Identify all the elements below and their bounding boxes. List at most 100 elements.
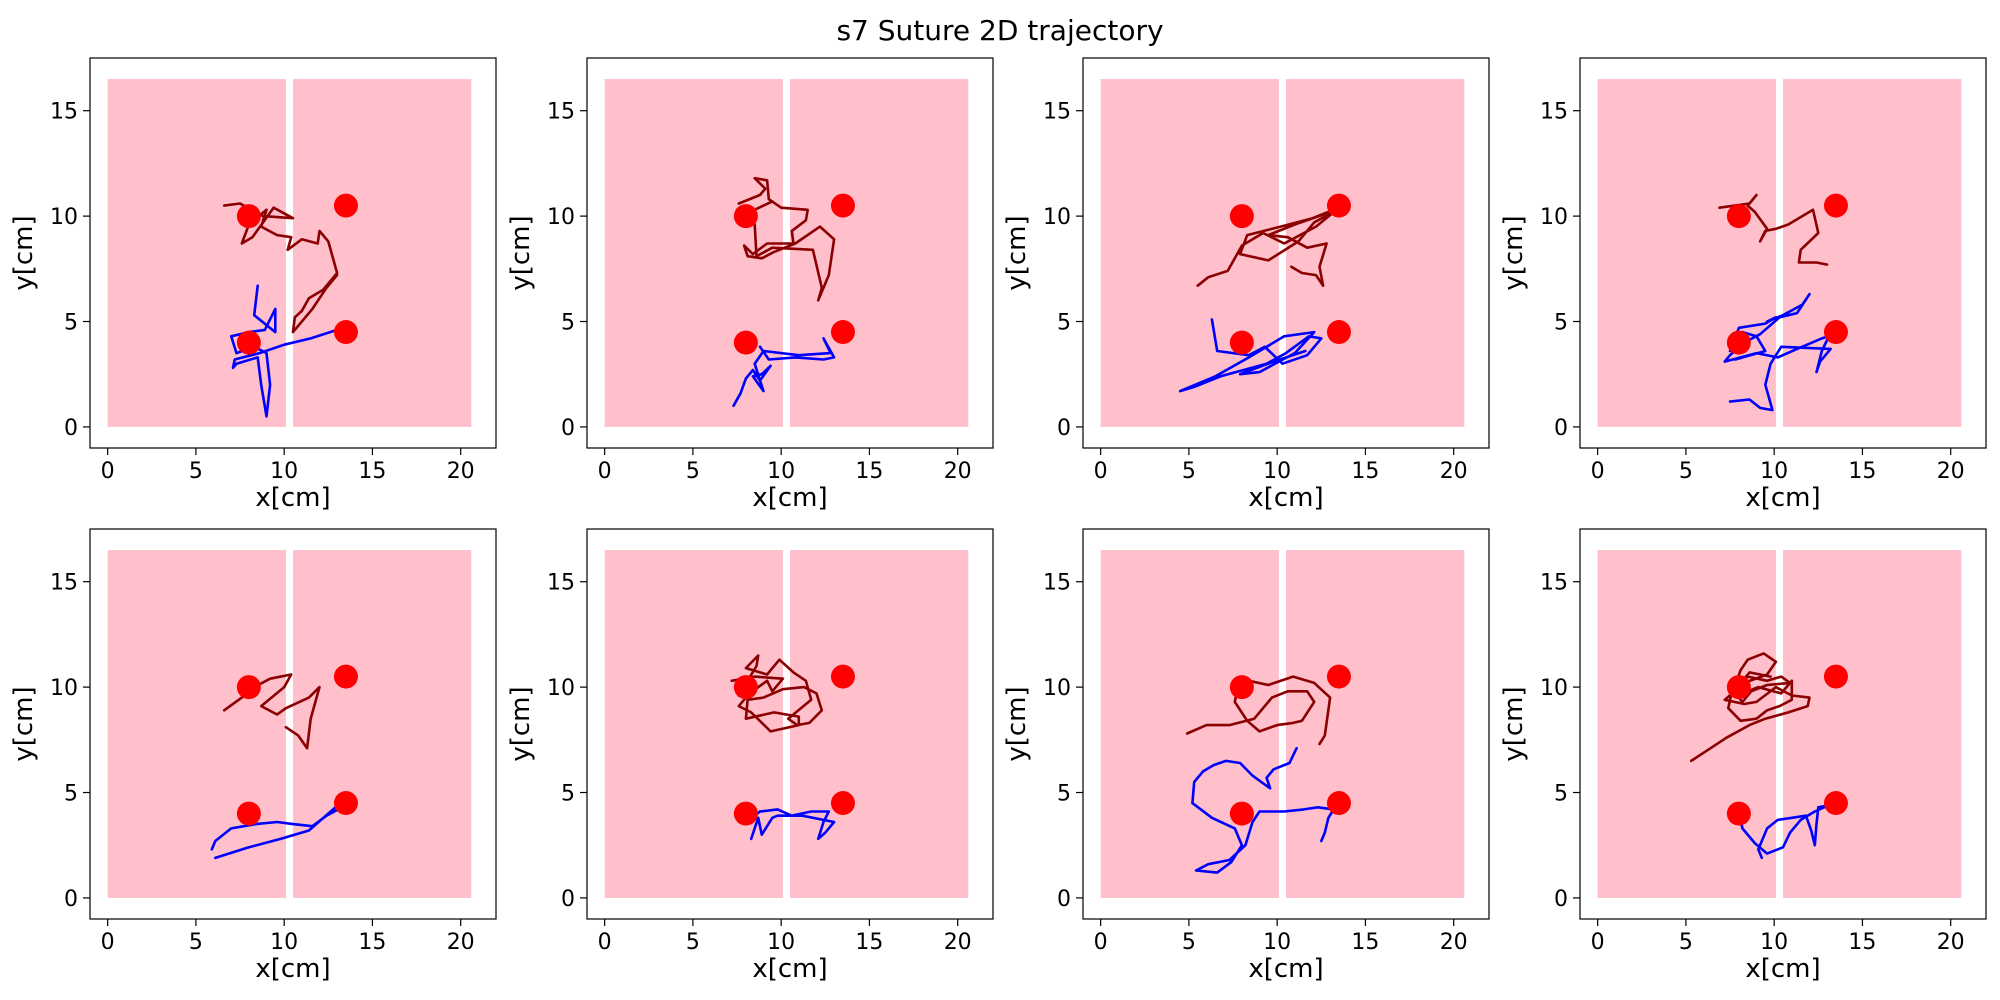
x-tick-label: 0	[101, 930, 115, 955]
subplot-5: 0 5 10 15 20 0 5 10 15 x[cm] y[cm]	[9, 528, 497, 984]
x-tick-label: 0	[598, 930, 612, 955]
x-tick-label: 10	[270, 459, 298, 484]
x-tick-label: 15	[855, 930, 883, 955]
axes-frame	[586, 57, 994, 449]
suture-pad-left	[604, 550, 783, 898]
y-axis-label: y[cm]	[506, 686, 536, 761]
target-point	[1229, 675, 1254, 700]
suture-pad-left	[107, 79, 286, 427]
y-tick-label: 10	[547, 205, 575, 230]
y-axis-label: y[cm]	[1002, 686, 1032, 761]
y-tick-label: 15	[1540, 571, 1568, 596]
suture-pad-right	[790, 79, 969, 427]
suture-pad-left	[107, 550, 286, 898]
x-tick-label: 0	[1094, 459, 1108, 484]
target-point	[333, 193, 358, 218]
x-axis-label: x[cm]	[1745, 483, 1820, 513]
subplot-6: 0 5 10 15 20 0 5 10 15 x[cm] y[cm]	[506, 528, 994, 984]
target-point	[333, 664, 358, 689]
y-tick-label: 0	[1057, 416, 1071, 441]
y-tick-label: 5	[561, 782, 575, 807]
y-tick-label: 15	[50, 571, 78, 596]
x-tick-label: 15	[1351, 459, 1379, 484]
x-axis-label: x[cm]	[1248, 954, 1323, 984]
y-tick-label: 0	[561, 887, 575, 912]
target-point	[1823, 791, 1848, 816]
axes-frame	[1579, 528, 1987, 920]
subplot-7: 0 5 10 15 20 0 5 10 15 x[cm] y[cm]	[1002, 528, 1490, 984]
x-axis-label: x[cm]	[255, 483, 330, 513]
axes-frame	[1082, 528, 1490, 920]
y-tick-label: 0	[1554, 887, 1568, 912]
x-tick-label: 5	[1679, 930, 1693, 955]
x-tick-label: 0	[1094, 930, 1108, 955]
suture-pad-right	[1286, 550, 1465, 898]
trajectory-upper	[1718, 193, 1829, 266]
x-tick-label: 0	[101, 459, 115, 484]
trajectory-lower	[1737, 803, 1831, 860]
x-axis-label: x[cm]	[1745, 954, 1820, 984]
x-axis-label: x[cm]	[752, 954, 827, 984]
x-tick-label: 0	[1591, 930, 1605, 955]
target-point	[1726, 801, 1751, 826]
suture-pad-left	[1597, 79, 1776, 427]
x-tick-label: 20	[1440, 930, 1468, 955]
suture-pad-left	[1597, 550, 1776, 898]
y-axis-label: y[cm]	[1499, 686, 1529, 761]
target-point	[1326, 791, 1351, 816]
subplot-3: 0 5 10 15 20 0 5 10 15 x[cm] y[cm]	[1002, 57, 1490, 513]
x-tick-label: 0	[1591, 459, 1605, 484]
target-point	[236, 675, 261, 700]
x-tick-label: 20	[447, 459, 475, 484]
x-tick-label: 15	[358, 459, 386, 484]
y-tick-label: 10	[1043, 676, 1071, 701]
x-tick-label: 5	[189, 459, 203, 484]
x-tick-label: 10	[1760, 930, 1788, 955]
trajectory-lower	[748, 808, 836, 841]
x-tick-label: 5	[189, 930, 203, 955]
x-tick-label: 5	[686, 930, 700, 955]
y-tick-label: 5	[1057, 782, 1071, 807]
y-axis-label: y[cm]	[9, 686, 39, 761]
target-point	[1326, 320, 1351, 345]
y-tick-label: 15	[1043, 100, 1071, 125]
y-tick-label: 10	[547, 676, 575, 701]
y-tick-label: 0	[1554, 416, 1568, 441]
y-tick-label: 15	[1043, 571, 1071, 596]
target-point	[1229, 330, 1254, 355]
trajectory-upper	[1196, 206, 1341, 288]
y-tick-label: 0	[1057, 887, 1071, 912]
subplot-2: 0 5 10 15 20 0 5 10 15 x[cm] y[cm]	[506, 57, 994, 513]
y-tick-label: 15	[547, 100, 575, 125]
target-point	[733, 675, 758, 700]
axes-frame	[1579, 57, 1987, 449]
x-tick-label: 0	[598, 459, 612, 484]
suture-pad-left	[1100, 79, 1279, 427]
x-tick-label: 20	[944, 459, 972, 484]
trajectory-upper	[222, 202, 339, 334]
target-point	[1726, 675, 1751, 700]
x-tick-label: 10	[1760, 459, 1788, 484]
y-tick-label: 0	[561, 416, 575, 441]
x-tick-label: 10	[1263, 459, 1291, 484]
y-tick-label: 10	[50, 676, 78, 701]
figure-title: s7 Suture 2D trajectory	[836, 14, 1163, 47]
y-tick-label: 10	[1540, 676, 1568, 701]
x-tick-label: 20	[944, 930, 972, 955]
trajectory-upper	[735, 176, 836, 302]
y-tick-label: 10	[1540, 205, 1568, 230]
target-point	[830, 791, 855, 816]
target-point	[333, 791, 358, 816]
x-tick-label: 10	[767, 930, 795, 955]
y-tick-label: 10	[50, 205, 78, 230]
x-axis-label: x[cm]	[255, 954, 330, 984]
suture-pad-right	[1783, 550, 1962, 898]
target-point	[1326, 664, 1351, 689]
x-tick-label: 15	[358, 930, 386, 955]
target-point	[1823, 320, 1848, 345]
x-tick-label: 20	[1937, 459, 1965, 484]
y-tick-label: 15	[1540, 100, 1568, 125]
axes-frame	[89, 528, 497, 920]
y-tick-label: 5	[64, 311, 78, 336]
y-tick-label: 5	[64, 782, 78, 807]
